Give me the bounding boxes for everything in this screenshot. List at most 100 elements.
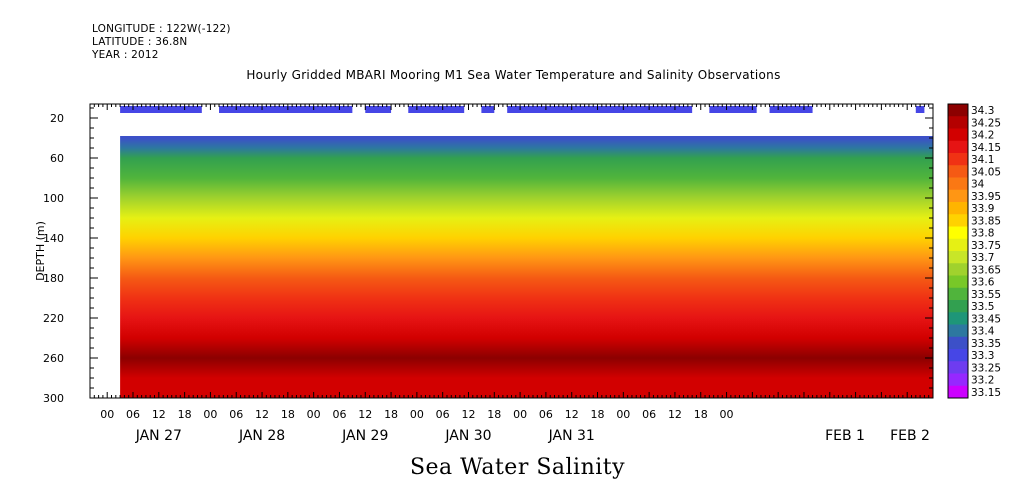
x-hour-label: 00	[100, 408, 114, 421]
x-hour-label: 00	[513, 408, 527, 421]
x-date-label: FEB 2	[890, 428, 930, 444]
colorbar: 34.334.2534.234.1534.134.053433.9533.933…	[947, 103, 1001, 399]
colorbar-swatch	[948, 226, 968, 240]
axes: 20 60 100 140 180 220 260 300 DEPTH (m) 00 06 12 18 0…	[34, 103, 934, 444]
colorbar-label: 33.35	[971, 338, 1001, 350]
x-hour-label: 12	[255, 408, 269, 421]
surface-data-bar	[709, 106, 757, 113]
y-tick-label: 100	[43, 192, 64, 205]
colorbar-label: 33.15	[971, 387, 1001, 399]
y-tick-label: 180	[43, 272, 64, 285]
surface-data-bar	[365, 106, 392, 113]
colorbar-swatch	[948, 336, 968, 350]
colorbar-label: 33.95	[971, 191, 1001, 203]
x-hour-label: 18	[591, 408, 605, 421]
x-hour-label: 06	[539, 408, 553, 421]
x-hour-label: 06	[126, 408, 140, 421]
colorbar-swatch	[948, 300, 968, 313]
colorbar-label: 34.1	[971, 154, 994, 166]
colorbar-label: 33.6	[971, 277, 995, 289]
colorbar-label: 34.15	[971, 142, 1001, 154]
x-axis-title: Sea Water Salinity	[409, 455, 626, 480]
x-hour-label: 12	[461, 408, 475, 421]
colorbar-swatch	[948, 116, 968, 129]
x-date-label: JAN 28	[238, 428, 285, 444]
colorbar-label: 34.05	[971, 166, 1001, 178]
chart-title: Hourly Gridded MBARI Mooring M1 Sea Wate…	[246, 68, 781, 82]
x-hour-label: 00	[307, 408, 321, 421]
colorbar-swatch	[948, 214, 968, 227]
surface-data-bar	[120, 106, 202, 113]
colorbar-label: 33.85	[971, 215, 1001, 227]
surface-data-bar	[408, 106, 465, 113]
colorbar-swatch	[948, 287, 968, 301]
colorbar-swatch	[948, 324, 968, 338]
x-date-label: JAN 30	[444, 428, 491, 444]
colorbar-label: 33.45	[971, 313, 1001, 325]
y-tick-label: 20	[50, 112, 64, 125]
surface-data-bar	[507, 106, 693, 113]
colorbar-label: 33.4	[971, 326, 995, 338]
y-tick-label: 140	[43, 232, 64, 245]
colorbar-swatch	[948, 189, 968, 203]
colorbar-swatch	[948, 312, 968, 325]
colorbar-swatch	[948, 349, 968, 362]
surface-data-bar	[769, 106, 813, 113]
colorbar-swatch	[948, 165, 968, 178]
x-hour-label: 12	[565, 408, 579, 421]
x-hour-label: 18	[694, 408, 708, 421]
colorbar-label: 33.25	[971, 362, 1001, 374]
x-hour-label: 12	[358, 408, 372, 421]
y-tick-label: 60	[50, 152, 64, 165]
colorbar-frame	[947, 103, 969, 399]
x-date-label: JAN 31	[548, 428, 595, 444]
colorbar-label: 34.3	[971, 105, 994, 117]
x-hour-label: 00	[616, 408, 630, 421]
x-hour-label: 18	[178, 408, 192, 421]
colorbar-label: 33.9	[971, 203, 994, 215]
x-hour-label: 06	[436, 408, 450, 421]
plot-area	[120, 106, 933, 398]
x-hour-label: 12	[152, 408, 166, 421]
colorbar-swatch	[948, 385, 968, 399]
colorbar-swatch	[948, 361, 968, 374]
surface-data-bar	[481, 106, 495, 113]
colorbar-label: 34	[971, 179, 985, 191]
x-hour-label: 00	[410, 408, 424, 421]
year-label: YEAR : 2012	[92, 49, 159, 61]
colorbar-swatch	[948, 263, 968, 276]
colorbar-label: 34.25	[971, 117, 1001, 129]
x-hour-label: 00	[203, 408, 217, 421]
x-hour-label: 00	[720, 408, 734, 421]
x-hour-label: 12	[668, 408, 682, 421]
x-date-label: JAN 27	[135, 428, 182, 444]
colorbar-label: 33.8	[971, 228, 994, 240]
colorbar-label: 34.2	[971, 130, 994, 142]
x-hour-label: 06	[229, 408, 243, 421]
y-tick-label: 220	[43, 312, 64, 325]
colorbar-swatch	[948, 238, 968, 252]
y-tick-label: 260	[43, 352, 64, 365]
x-date-label: FEB 1	[825, 428, 865, 444]
x-hour-label: 18	[487, 408, 501, 421]
colorbar-swatch	[948, 128, 968, 142]
x-hour-label: 18	[384, 408, 398, 421]
colorbar-swatch	[948, 251, 968, 264]
colorbar-label: 33.5	[971, 301, 994, 313]
surface-data-bar	[219, 106, 353, 113]
y-axis-label: DEPTH (m)	[34, 221, 47, 281]
colorbar-swatch	[948, 104, 968, 117]
colorbar-swatch	[948, 373, 968, 387]
x-hour-label: 06	[642, 408, 656, 421]
colorbar-swatch	[948, 140, 968, 154]
x-date-label: JAN 29	[341, 428, 388, 444]
colorbar-label: 33.2	[971, 375, 994, 387]
colorbar-label: 33.75	[971, 240, 1001, 252]
colorbar-swatch	[948, 177, 968, 191]
colorbar-label: 33.65	[971, 264, 1001, 276]
latitude-label: LATITUDE : 36.8N	[92, 36, 188, 48]
colorbar-swatch	[948, 202, 968, 215]
salinity-field	[120, 136, 933, 398]
colorbar-swatch	[948, 275, 968, 289]
x-hour-label: 18	[281, 408, 295, 421]
